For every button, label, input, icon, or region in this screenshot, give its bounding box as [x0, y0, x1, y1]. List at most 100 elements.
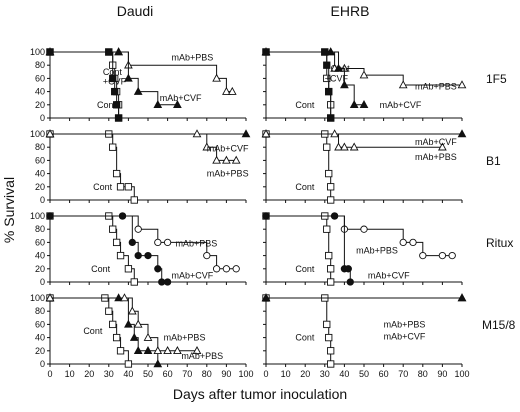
- series-mab-pbs-2-point: [127, 306, 137, 315]
- series-mab-cvf-3-point: [334, 63, 343, 72]
- series-cont-0-point: [325, 169, 333, 178]
- series-mab-cvf-2-point: [261, 293, 271, 302]
- y-tick-label: 40: [35, 251, 45, 261]
- series-cont-cvf-1: [262, 48, 335, 122]
- series-mab-pbs-2-point: [261, 129, 271, 138]
- series-mab-cvf-2-point: [346, 278, 354, 286]
- series-cont-0: [46, 130, 138, 204]
- series-mab-pbs-2-point: [173, 346, 182, 355]
- annotation-cont: Cont: [93, 182, 113, 192]
- x-tick-label: 90: [437, 369, 447, 379]
- series-mab-pbs-1-point: [154, 238, 162, 247]
- series-mab-pbs-2-point: [227, 86, 237, 95]
- annotation-mab-cvf: mAb+CVF: [380, 100, 422, 110]
- series-mab-pbs-1-line: [50, 297, 159, 364]
- series-mab-pbs-1-point: [232, 265, 240, 273]
- annotation-mab-pbs: mAb+PBS: [175, 239, 217, 249]
- series-mab-pbs-1-point: [143, 346, 153, 355]
- series-mab-pbs-2-point: [457, 80, 467, 89]
- y-tick-label: 60: [35, 237, 45, 247]
- series-mab-cvf-2-point: [262, 212, 270, 220]
- panel-ehrb-b1: Cont mAb+CVF mAb+PBS: [261, 129, 467, 204]
- series-mab-cvf-2-point: [128, 238, 136, 247]
- y-axis-label: % Survival: [1, 177, 17, 243]
- series-mab-pbs-1-point: [129, 332, 139, 341]
- y-tick-label: 80: [35, 142, 45, 152]
- series-cont-0-point: [325, 251, 333, 260]
- series-cont-0-point: [124, 183, 133, 191]
- x-tick-label: 10: [65, 369, 75, 379]
- annotation-mab-cvf: mAb+CVF: [207, 144, 249, 154]
- series-mab-pbs-2-point: [222, 86, 231, 95]
- annotation-mab-pbs: mAb+PBS: [384, 319, 426, 329]
- series-cont-0-point: [323, 74, 331, 83]
- series-mab-pbs-1-point: [203, 251, 211, 260]
- series-cont-cvf-1-point: [109, 74, 117, 83]
- series-cont-0-point: [112, 333, 121, 342]
- x-tick-label: 100: [454, 369, 469, 379]
- series-mab-pbs-2-point: [120, 293, 129, 302]
- series-mab-cvf-3-point: [124, 73, 133, 82]
- column-title-daudi: Daudi: [117, 3, 154, 19]
- series-mab-pbs-2-point: [330, 129, 339, 138]
- annotation-cont: Cont: [295, 333, 315, 343]
- series-mab-cvf-2-point: [144, 251, 152, 260]
- y-tick-label: 40: [35, 333, 45, 343]
- series-mab-pbs-2-point: [192, 346, 202, 355]
- panel-daudi-b1: 0 20 40 60 80 100 Cont mAb+CVF mAb+PBS: [30, 129, 251, 205]
- y-tick-label: 0: [40, 195, 45, 205]
- series-mab-cvf-3-point: [359, 100, 369, 109]
- series-mab-pbs-2-point: [45, 293, 55, 302]
- series-cont-0-point: [327, 278, 335, 286]
- x-tick-label: 30: [320, 369, 330, 379]
- column-title-ehrb: EHRB: [331, 3, 370, 19]
- series-cont-0-point: [124, 360, 133, 368]
- series-mab-pbs-2-point: [192, 129, 202, 138]
- series-cont-cvf-1-point: [112, 101, 121, 109]
- series-mab-cvf-2: [261, 293, 467, 302]
- x-tick-label: 20: [300, 369, 310, 379]
- series-mab-pbs-2-point: [212, 73, 221, 82]
- series-cont-0-point: [109, 320, 117, 329]
- series-cont-0: [262, 294, 335, 368]
- series-mab-pbs-1-point: [134, 225, 142, 233]
- series-cont-0-point: [112, 169, 121, 178]
- x-tick-label: 70: [182, 369, 192, 379]
- series-mab-cvf-2-point: [330, 212, 339, 220]
- series-mab-pbs-1-point: [448, 251, 456, 260]
- series-cont-0-point: [109, 225, 117, 233]
- series-mab-cvf-2: [46, 212, 172, 286]
- x-tick-label: 90: [221, 369, 231, 379]
- series-mab-pbs-1-point: [222, 265, 231, 273]
- series-mab-pbs-1-point: [399, 238, 407, 247]
- series-cont-0: [46, 212, 138, 286]
- series-mab-pbs-1-point: [212, 265, 221, 273]
- series-mab-cvf-2-point: [46, 212, 54, 220]
- series-mab-cvf-1-point: [241, 129, 251, 138]
- series-mab-pbs-2-point: [231, 155, 241, 164]
- series-mab-pbs-2-point: [340, 142, 349, 151]
- series-mab-cvf-2-point: [154, 265, 162, 273]
- annotation-mab-pbs: mAb+PBS: [172, 52, 214, 62]
- annotation-cont: Cont: [97, 100, 117, 110]
- series-mab-cvf-3-point: [349, 100, 359, 109]
- y-tick-label: 0: [40, 277, 45, 287]
- x-tick-label: 30: [104, 369, 114, 379]
- row-label-b1: B1: [486, 154, 501, 168]
- series-mab-pbs-1-point: [360, 225, 368, 233]
- y-tick-label: 20: [35, 100, 45, 110]
- series-cont-0-point: [327, 196, 335, 204]
- series-cont-0-point: [327, 183, 335, 191]
- series-mab-cvf-2-point: [118, 212, 127, 220]
- y-tick-label: 60: [35, 73, 45, 83]
- row-label-ritux: Ritux: [486, 236, 513, 250]
- x-tick-label: 0: [47, 369, 52, 379]
- series-cont-0: [262, 130, 335, 204]
- row-label-m158: M15/8: [482, 318, 516, 332]
- series-mab-cvf-3-point: [340, 80, 349, 89]
- annotation-cvf: +CVF: [103, 77, 127, 87]
- series-mab-pbs-2-point: [349, 142, 359, 151]
